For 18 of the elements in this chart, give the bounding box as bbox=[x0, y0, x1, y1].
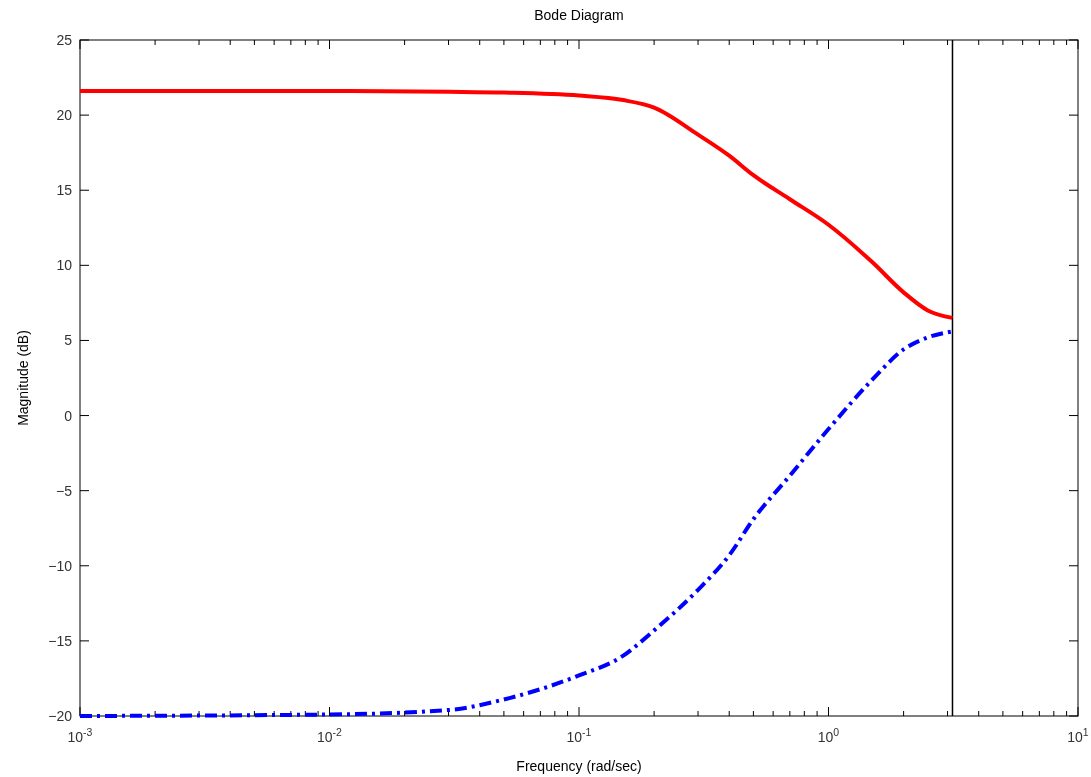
y-tick-label: 5 bbox=[64, 332, 73, 349]
y-tick-label: −5 bbox=[56, 482, 73, 499]
x-tick-label: 10$^{-1}$ bbox=[566, 726, 592, 745]
y-tick-label: −20 bbox=[48, 708, 73, 724]
chart-title: Bode Diagram bbox=[534, 7, 624, 23]
x-axis-title: Frequency (rad/sec) bbox=[516, 758, 642, 774]
x-tick-label: 10$^{1}$ bbox=[1067, 726, 1089, 745]
y-tick-label: 10 bbox=[56, 257, 73, 274]
y-axis-title: Magnitude (dB) bbox=[15, 330, 31, 426]
y-tick-label: 15 bbox=[56, 182, 73, 199]
x-tick-label: 10$^{0}$ bbox=[817, 726, 840, 745]
y-tick-label: −15 bbox=[48, 632, 73, 649]
x-tick-label: 10$^{-2}$ bbox=[317, 726, 343, 745]
x-tick-label: 10$^{-3}$ bbox=[67, 726, 93, 745]
y-tick-label: 20 bbox=[56, 107, 73, 124]
y-tick-label: −10 bbox=[48, 557, 73, 574]
y-tick-label: 25 bbox=[56, 32, 73, 48]
y-tick-label: 0 bbox=[64, 407, 73, 424]
